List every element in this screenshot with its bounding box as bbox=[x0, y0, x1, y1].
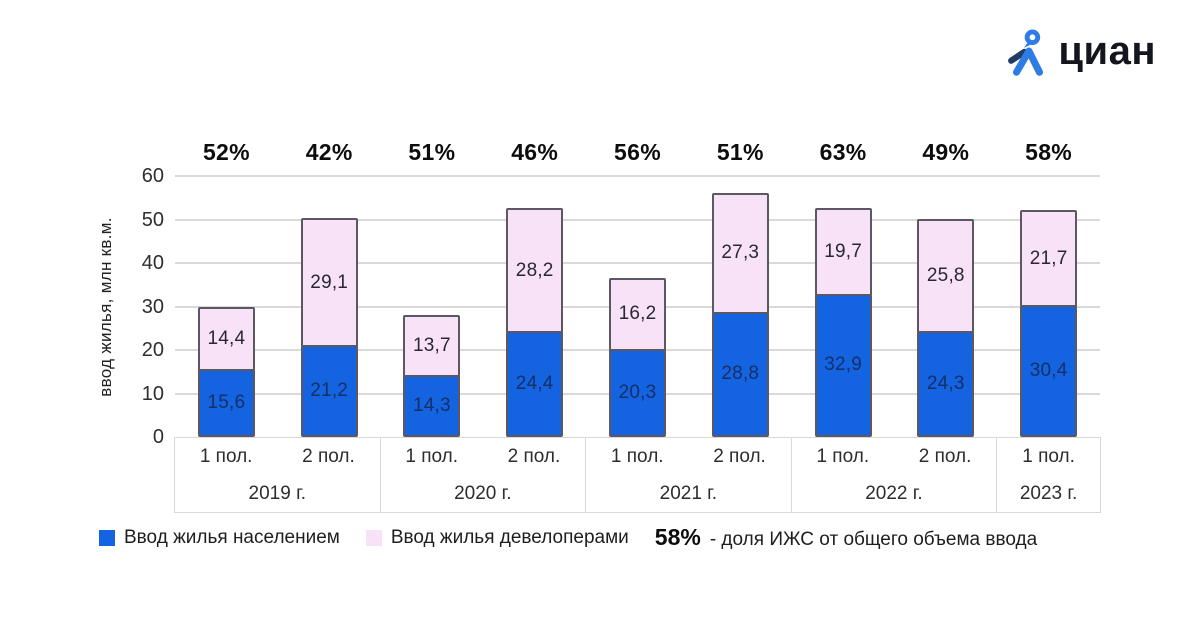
half-year-label: 2 пол. bbox=[918, 445, 972, 467]
bar-segment-population: 24,4 bbox=[506, 330, 564, 437]
bar-value-population: 15,6 bbox=[207, 392, 246, 414]
gridline bbox=[175, 218, 1100, 221]
bar-segment-population: 28,8 bbox=[711, 311, 769, 437]
year-label: 2020 г. bbox=[454, 482, 512, 504]
bar-value-developers: 21,7 bbox=[1029, 247, 1068, 269]
bar-segment-developers: 25,8 bbox=[917, 219, 975, 334]
half-year-label: 2 пол. bbox=[507, 445, 561, 467]
bar-value-developers: 29,1 bbox=[310, 271, 349, 293]
cian-person-pin-icon bbox=[1008, 29, 1044, 76]
izhs-share-text: - доля ИЖС от общего объема ввода bbox=[709, 529, 1038, 550]
bar-value-population: 24,3 bbox=[926, 373, 965, 395]
plot-area: 15,6 14,4 52% 21,2 29,1 42% 14,3 13,7 51% 24,4 28,… bbox=[175, 139, 1100, 437]
y-tick-label: 20 bbox=[141, 339, 164, 361]
x-axis-year-group: 1 пол. 2 пол. 2022 г. bbox=[792, 438, 998, 512]
bar-value-developers: 13,7 bbox=[413, 335, 451, 357]
legend-swatch-population bbox=[99, 529, 115, 546]
legend: Ввод жилья населением Ввод жилья девелоп… bbox=[99, 524, 1037, 551]
half-year-labels: 1 пол. 2 пол. bbox=[381, 438, 586, 475]
bar-segment-developers: 21,7 bbox=[1020, 210, 1078, 307]
y-tick-label: 60 bbox=[141, 165, 164, 187]
x-axis-year-group: 1 пол. 2023 г. bbox=[997, 438, 1100, 512]
year-label: 2023 г. bbox=[1019, 482, 1078, 504]
gridline bbox=[175, 175, 1100, 177]
izhs-share-percent-label: 51% bbox=[716, 139, 764, 165]
bar-value-population: 24,4 bbox=[515, 372, 554, 394]
y-tick-label: 40 bbox=[141, 252, 164, 274]
izhs-share-percent-label: 49% bbox=[922, 139, 970, 165]
bar-segment-population: 30,4 bbox=[1020, 304, 1078, 437]
y-tick-label: 0 bbox=[152, 426, 164, 448]
legend-swatch-developers bbox=[365, 529, 382, 546]
half-year-labels: 1 пол. 2 пол. bbox=[792, 438, 997, 475]
year-label: 2022 г. bbox=[865, 482, 923, 504]
bar-value-population: 28,8 bbox=[721, 363, 760, 385]
legend-item-population: Ввод жилья населением bbox=[99, 527, 340, 549]
half-year-label: 2 пол. bbox=[713, 445, 766, 467]
cian-logo-text: циан bbox=[1058, 29, 1156, 73]
bar-segment-developers: 27,3 bbox=[711, 192, 769, 314]
bar-value-developers: 16,2 bbox=[618, 303, 657, 325]
bar-segment-developers: 28,2 bbox=[506, 208, 564, 333]
y-axis-ticks: 0 10 20 30 40 50 60 bbox=[108, 165, 164, 448]
izhs-share-percent-label: 56% bbox=[614, 139, 661, 165]
bar-segment-population: 24,3 bbox=[917, 331, 975, 437]
bar-value-population: 20,3 bbox=[618, 381, 657, 403]
gridline bbox=[175, 262, 1100, 264]
bar-segment-population: 32,9 bbox=[814, 293, 872, 437]
half-year-label: 1 пол. bbox=[1022, 445, 1075, 467]
bar-segment-population: 14,3 bbox=[403, 374, 461, 437]
izhs-share-percent-label: 58% bbox=[1025, 139, 1073, 165]
bar-segment-developers: 29,1 bbox=[300, 218, 358, 347]
bar-value-developers: 27,3 bbox=[721, 242, 760, 264]
izhs-share-percent-label: 46% bbox=[511, 139, 559, 165]
y-tick-label: 10 bbox=[141, 382, 164, 405]
bar-value-population: 30,4 bbox=[1029, 359, 1068, 381]
bar-segment-developers: 19,7 bbox=[814, 208, 872, 296]
izhs-share-note: 58% - доля ИЖС от общего объема ввода bbox=[655, 524, 1037, 551]
half-year-label: 1 пол. bbox=[405, 445, 459, 467]
year-label: 2019 г. bbox=[248, 482, 306, 504]
izhs-share-percent-label: 51% bbox=[408, 139, 456, 165]
x-axis-year-group: 1 пол. 2 пол. 2020 г. bbox=[381, 438, 587, 512]
x-axis-year-group: 1 пол. 2 пол. 2021 г. bbox=[586, 438, 792, 512]
bar-value-developers: 14,4 bbox=[207, 327, 246, 349]
bar-segment-population: 20,3 bbox=[609, 348, 666, 437]
izhs-share-percent-label: 63% bbox=[819, 139, 867, 165]
bar-segment-developers: 14,4 bbox=[197, 306, 255, 372]
half-year-labels: 1 пол. 2 пол. bbox=[586, 438, 791, 475]
bar-segment-developers: 16,2 bbox=[609, 278, 666, 351]
bar-value-population: 32,9 bbox=[824, 354, 862, 376]
legend-label-developers: Ввод жилья девелоперами bbox=[390, 526, 629, 548]
bar-segment-population: 21,2 bbox=[300, 344, 358, 437]
y-tick-label: 30 bbox=[141, 295, 164, 318]
x-axis-year-group: 1 пол. 2 пол. 2019 г. bbox=[175, 438, 381, 512]
half-year-labels: 1 пол. bbox=[997, 438, 1100, 475]
y-tick-label: 50 bbox=[141, 208, 164, 231]
bar-segment-developers: 13,7 bbox=[403, 315, 461, 377]
half-year-label: 1 пол. bbox=[816, 445, 870, 467]
legend-item-developers: Ввод жилья девелоперами bbox=[365, 526, 629, 549]
izhs-share-percent-label: 42% bbox=[305, 139, 353, 165]
x-axis: 1 пол. 2 пол. 2019 г. 1 пол. 2 пол. 2020 г. 1 … bbox=[174, 437, 1101, 513]
izhs-share-value: 58% bbox=[654, 524, 701, 550]
bar-value-population: 14,3 bbox=[413, 394, 451, 416]
bar-value-developers: 28,2 bbox=[515, 259, 554, 281]
cian-logo: циан bbox=[1005, 26, 1156, 76]
half-year-label: 2 пол. bbox=[302, 445, 355, 467]
bar-value-developers: 25,8 bbox=[926, 265, 965, 287]
half-year-label: 1 пол. bbox=[199, 445, 253, 467]
legend-label-population: Ввод жилья населением bbox=[124, 526, 340, 548]
half-year-labels: 1 пол. 2 пол. bbox=[175, 438, 380, 475]
bar-value-population: 21,2 bbox=[310, 379, 349, 401]
half-year-label: 1 пол. bbox=[610, 445, 664, 467]
year-label: 2021 г. bbox=[659, 482, 718, 504]
izhs-share-percent-label: 52% bbox=[202, 139, 250, 165]
bar-value-developers: 19,7 bbox=[824, 241, 862, 263]
bar-segment-population: 15,6 bbox=[197, 369, 255, 437]
